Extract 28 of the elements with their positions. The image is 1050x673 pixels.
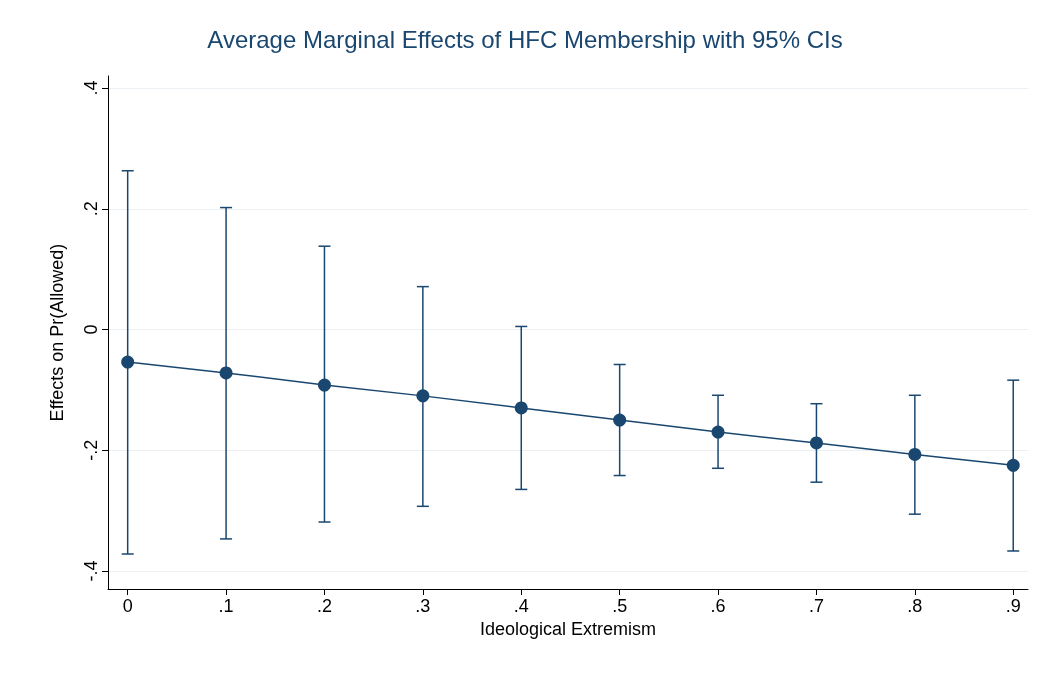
x-tick-label: .9 — [1005, 596, 1021, 616]
point — [1006, 458, 1020, 472]
point — [121, 355, 135, 369]
x-tick-label: .6 — [710, 596, 726, 616]
x-tick-label: .2 — [316, 596, 332, 616]
point — [908, 447, 922, 461]
y-tick-label: .2 — [81, 201, 101, 217]
x-tick-label: .8 — [907, 596, 923, 616]
x-tick-label: .5 — [612, 596, 628, 616]
point — [219, 366, 233, 380]
x-tick-label: .3 — [415, 596, 431, 616]
y-tick-label: .4 — [81, 80, 101, 96]
x-axis-title: Ideological Extremism — [479, 618, 657, 639]
chart-title: Average Marginal Effects of HFC Membership with 95% CIs — [207, 25, 843, 53]
x-tick-label: .4 — [513, 596, 529, 616]
y-axis-title: Effects on Pr(Allowed) — [47, 243, 67, 422]
y-tick-label: -.4 — [81, 560, 101, 582]
x-tick-label: 0 — [122, 596, 133, 616]
point — [416, 389, 430, 403]
x-tick-label: .7 — [808, 596, 824, 616]
point — [809, 436, 823, 450]
x-tick-label: .1 — [218, 596, 234, 616]
point — [613, 413, 627, 427]
y-tick-label: -.2 — [81, 439, 101, 461]
point — [317, 378, 331, 392]
point — [711, 425, 725, 439]
y-tick-label: 0 — [81, 324, 101, 335]
point — [514, 401, 528, 415]
